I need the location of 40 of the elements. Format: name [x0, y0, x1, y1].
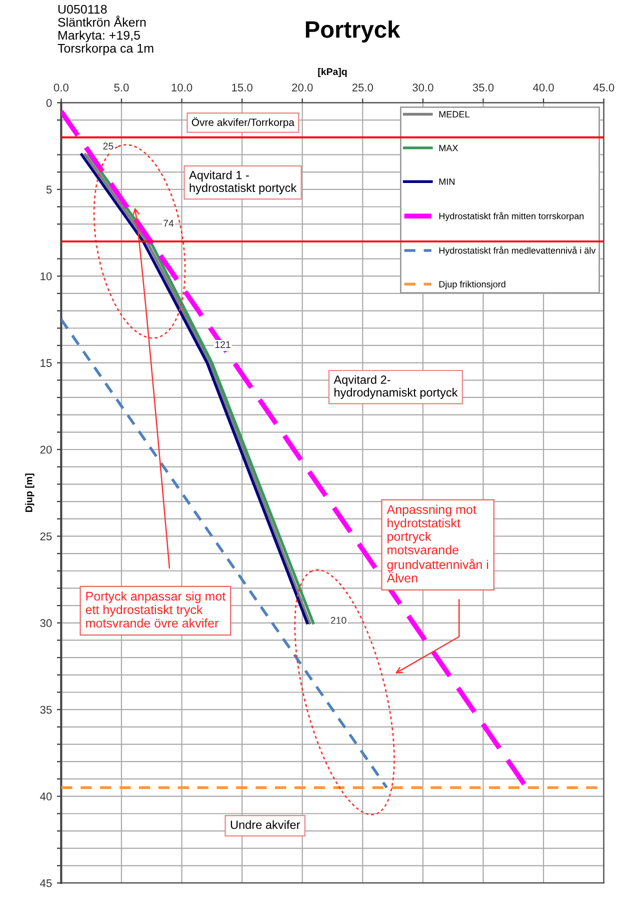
- chart-title: Portryck: [306, 20, 400, 43]
- y-tick-label: 0: [46, 98, 52, 107]
- y-tick-label: 5: [46, 186, 52, 194]
- annotation: Aqvitard 2- hydrodynamiskt portyck: [334, 375, 458, 399]
- legend-label: MEDEL: [439, 111, 470, 118]
- annotation: 25: [103, 142, 114, 150]
- x-tick-label: 30.0: [412, 84, 434, 92]
- y-tick-label: 10: [40, 272, 52, 280]
- x-tick-label: 40.0: [532, 84, 554, 92]
- annotation: Aqvitard 1 - hydrostatiskt portyck: [189, 170, 297, 194]
- annotation: Övre akvifer/Torrkorpa: [192, 117, 294, 128]
- text: U050118 Släntkrön Åkern Markyta: +19,5 Torsrkorpa ca 1m: [58, 4, 154, 56]
- annotation: Undre akvifer: [230, 820, 300, 829]
- legend-label: Hydrostatiskt från mitten torrskorpan: [439, 212, 584, 222]
- annotation: Anpassning mot hydrotstatiskt portryck motsvarande grundvattennivån i Älven: [386, 504, 488, 582]
- x-tick-label: 10.0: [172, 84, 192, 92]
- x-axis-title: [kPa]q: [318, 68, 347, 78]
- y-tick-label: 40: [40, 792, 52, 800]
- y-tick-label: 20: [40, 446, 52, 454]
- y-axis-title: Djup [m]: [25, 474, 34, 512]
- legend-label: Djup friktionsjord: [439, 280, 506, 290]
- y-tick-label: 15: [40, 359, 52, 367]
- x-tick-label: 15.0: [232, 84, 252, 92]
- x-tick-label: 25.0: [352, 84, 374, 92]
- legend-label: MIN: [439, 178, 454, 185]
- x-tick-label: 35.0: [472, 84, 494, 92]
- y-tick-label: 35: [40, 706, 52, 714]
- annotation: 121: [215, 341, 230, 348]
- x-tick-label: 5.0: [114, 84, 129, 92]
- y-tick-label: 30: [40, 619, 52, 628]
- x-tick-label: 20.0: [292, 84, 313, 92]
- annotation: 210: [330, 616, 346, 624]
- y-tick-label: 45: [40, 879, 52, 888]
- x-tick-label: 0.0: [54, 84, 68, 92]
- x-tick-label: 45.0: [593, 84, 614, 92]
- legend-label: MAX: [439, 144, 458, 152]
- y-tick-label: 25: [40, 532, 52, 540]
- legend-label: Hydrostatiskt från medlevattennivå i älv: [439, 246, 596, 256]
- annotation: 74: [164, 220, 174, 227]
- annotation: Portyck anpassar sig mot ett hydrostatiskt tryck motsvrande övre akvifer: [86, 591, 226, 628]
